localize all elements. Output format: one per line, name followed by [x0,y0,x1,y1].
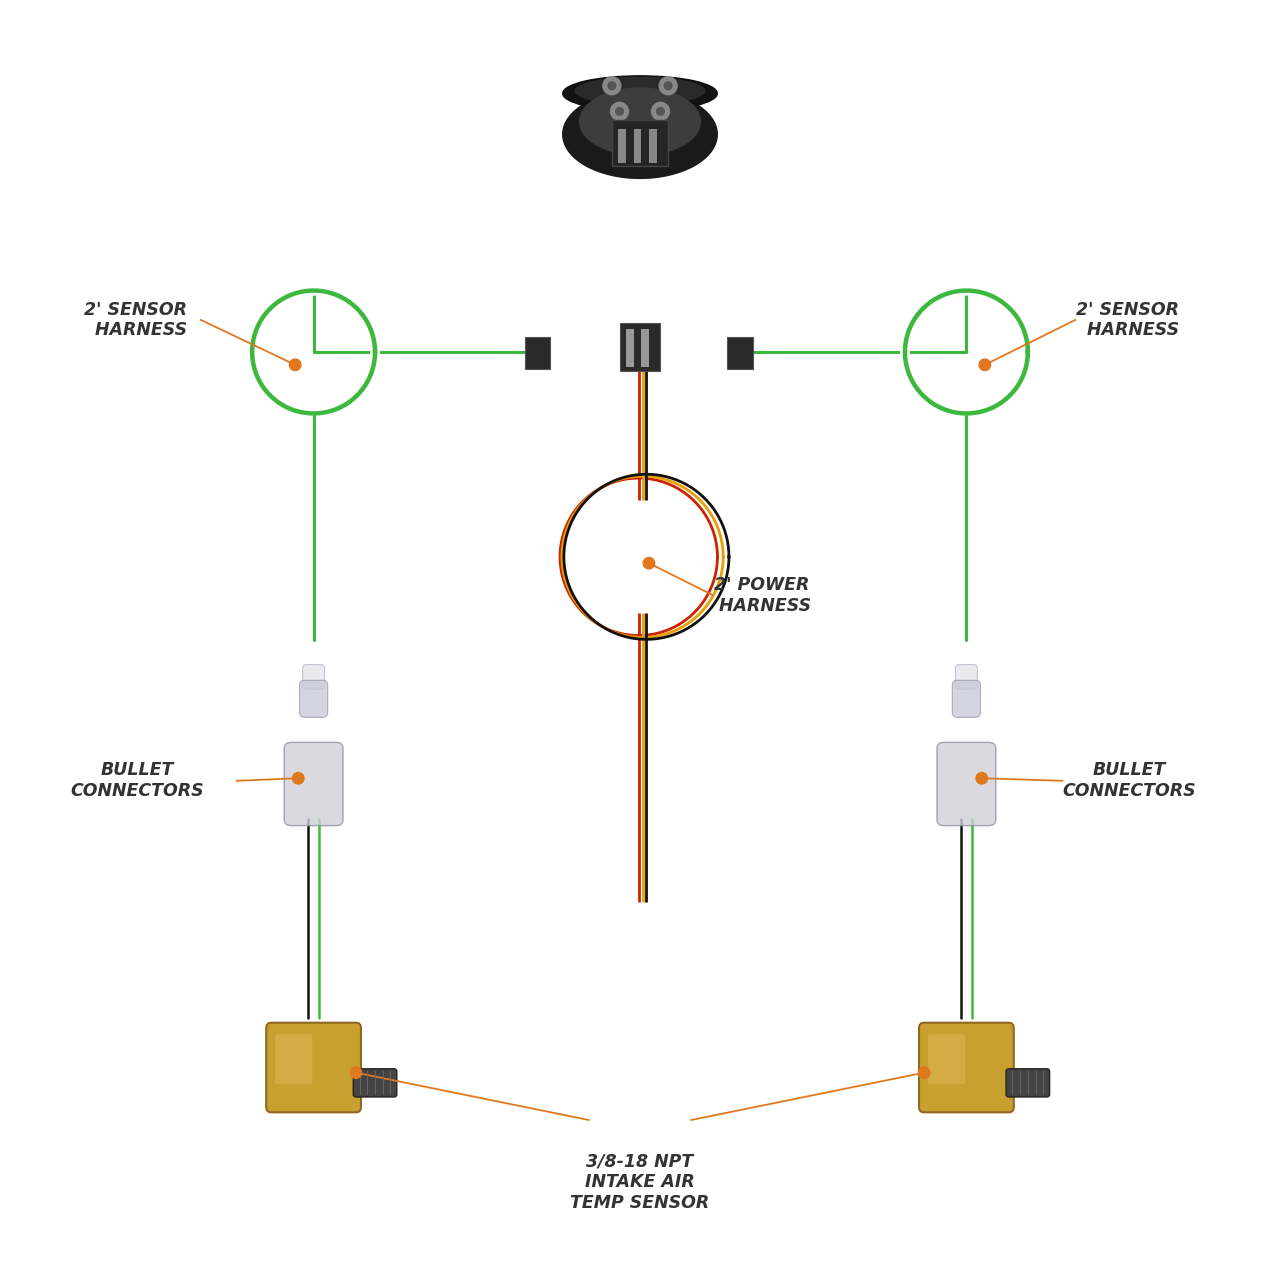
Circle shape [603,77,621,95]
FancyBboxPatch shape [525,337,550,369]
Text: 3/8-18 NPT
INTAKE AIR
TEMP SENSOR: 3/8-18 NPT INTAKE AIR TEMP SENSOR [571,1152,709,1212]
Circle shape [659,77,677,95]
FancyBboxPatch shape [302,664,325,690]
Text: 2' SENSOR
  HARNESS: 2' SENSOR HARNESS [1075,301,1179,339]
Circle shape [289,358,301,371]
FancyBboxPatch shape [952,681,980,717]
Circle shape [616,108,623,115]
FancyBboxPatch shape [727,337,753,369]
Circle shape [919,1068,931,1078]
Circle shape [293,773,305,783]
FancyBboxPatch shape [937,742,996,826]
Ellipse shape [563,91,717,178]
FancyBboxPatch shape [928,1034,965,1084]
Circle shape [664,82,672,90]
FancyBboxPatch shape [955,664,978,690]
FancyBboxPatch shape [620,323,660,371]
Text: BULLET
CONNECTORS: BULLET CONNECTORS [70,762,204,800]
Text: BULLET
CONNECTORS: BULLET CONNECTORS [1062,762,1196,800]
FancyBboxPatch shape [919,1023,1014,1112]
FancyBboxPatch shape [353,1069,397,1097]
Text: 2' POWER
 HARNESS: 2' POWER HARNESS [713,576,812,614]
FancyBboxPatch shape [618,129,626,163]
Circle shape [351,1068,362,1078]
FancyBboxPatch shape [634,129,641,163]
FancyBboxPatch shape [626,329,634,367]
Circle shape [657,108,664,115]
Ellipse shape [563,76,717,111]
Ellipse shape [580,88,700,155]
Ellipse shape [575,77,705,105]
FancyBboxPatch shape [1006,1069,1050,1097]
FancyBboxPatch shape [649,129,657,163]
Circle shape [611,102,628,120]
Circle shape [652,102,669,120]
Circle shape [977,773,988,783]
FancyBboxPatch shape [300,681,328,717]
FancyBboxPatch shape [612,120,668,166]
Circle shape [608,82,616,90]
Circle shape [979,358,991,371]
Text: 2' SENSOR
  HARNESS: 2' SENSOR HARNESS [83,301,187,339]
Circle shape [644,558,655,570]
FancyBboxPatch shape [275,1034,312,1084]
FancyBboxPatch shape [266,1023,361,1112]
FancyBboxPatch shape [641,329,649,367]
FancyBboxPatch shape [284,742,343,826]
